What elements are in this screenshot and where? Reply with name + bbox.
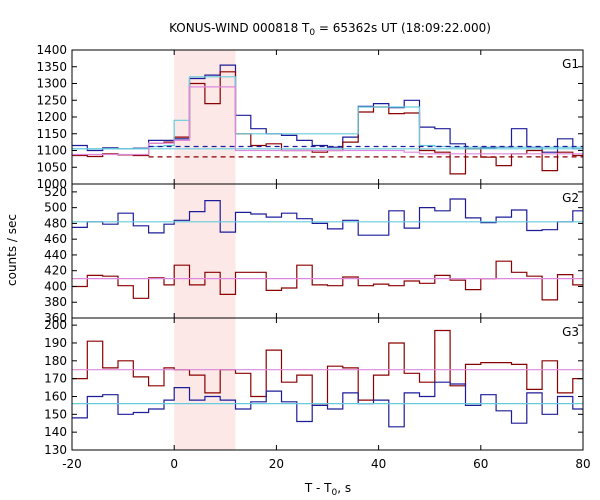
g3-panel-label: G3	[562, 325, 579, 339]
g3-y-tick-label: 190	[44, 336, 67, 350]
g2-y-tick-label: 480	[44, 216, 67, 230]
g2-y-tick-label: 520	[44, 185, 67, 199]
g1-highlight-band	[174, 50, 236, 184]
g1-frame	[71, 49, 584, 185]
g3-series-2	[72, 381, 583, 428]
y-axis-label: counts / sec	[5, 214, 19, 286]
g2-y-tick-label: 460	[44, 232, 67, 246]
g3-y-tick-label: 140	[44, 425, 67, 439]
g3-series-0	[72, 329, 583, 406]
g1-y-tick-label: 1150	[36, 127, 67, 141]
g1-y-tick-label: 1050	[36, 160, 67, 174]
x-tick-label: 0	[170, 457, 178, 471]
x-tick-label: -20	[62, 457, 82, 471]
g1-y-tick-label: 1000	[36, 177, 67, 191]
g3-y-tick-label: 160	[44, 389, 67, 403]
g2-series-2	[72, 260, 583, 301]
g3-y-tick-label: 170	[44, 372, 67, 386]
g1-series-1	[72, 71, 583, 175]
g1-series-0	[72, 64, 583, 153]
g2-y-tick-label: 400	[44, 279, 67, 293]
g2-y-tick-label: 360	[44, 311, 67, 325]
g2-series-0	[72, 198, 583, 236]
g1-panel-label: G1	[562, 57, 579, 71]
x-tick-label: 40	[371, 457, 386, 471]
g1-y-tick-label: 1400	[36, 43, 67, 57]
g1-series-2	[72, 76, 583, 150]
g2-y-tick-label: 440	[44, 248, 67, 262]
x-tick-label: 80	[575, 457, 590, 471]
g1-y-tick-label: 1100	[36, 144, 67, 158]
g3-y-tick-label: 150	[44, 407, 67, 421]
g2-y-tick-label: 500	[44, 201, 67, 215]
x-axis-label: T - T0, s	[304, 481, 351, 498]
g3-y-tick-label: 200	[44, 318, 67, 332]
g1-series-4	[72, 86, 583, 156]
g1-y-tick-label: 1350	[36, 60, 67, 74]
x-tick-label: 60	[473, 457, 488, 471]
g3-frame	[71, 317, 584, 451]
g2-panel-label: G2	[562, 191, 579, 205]
plot-layer: 100010501100115012001250130013501400G136…	[36, 43, 590, 471]
g1-y-tick-label: 1200	[36, 110, 67, 124]
g3-y-tick-label: 130	[44, 443, 67, 457]
x-tick-label: 20	[269, 457, 284, 471]
g2-y-tick-label: 380	[44, 295, 67, 309]
g1-y-tick-label: 1250	[36, 93, 67, 107]
chart-title: KONUS-WIND 000818 T0 = 65362s UT (18:09:…	[169, 21, 491, 38]
g3-y-tick-label: 180	[44, 354, 67, 368]
g1-y-tick-label: 1300	[36, 77, 67, 91]
g2-y-tick-label: 420	[44, 264, 67, 278]
